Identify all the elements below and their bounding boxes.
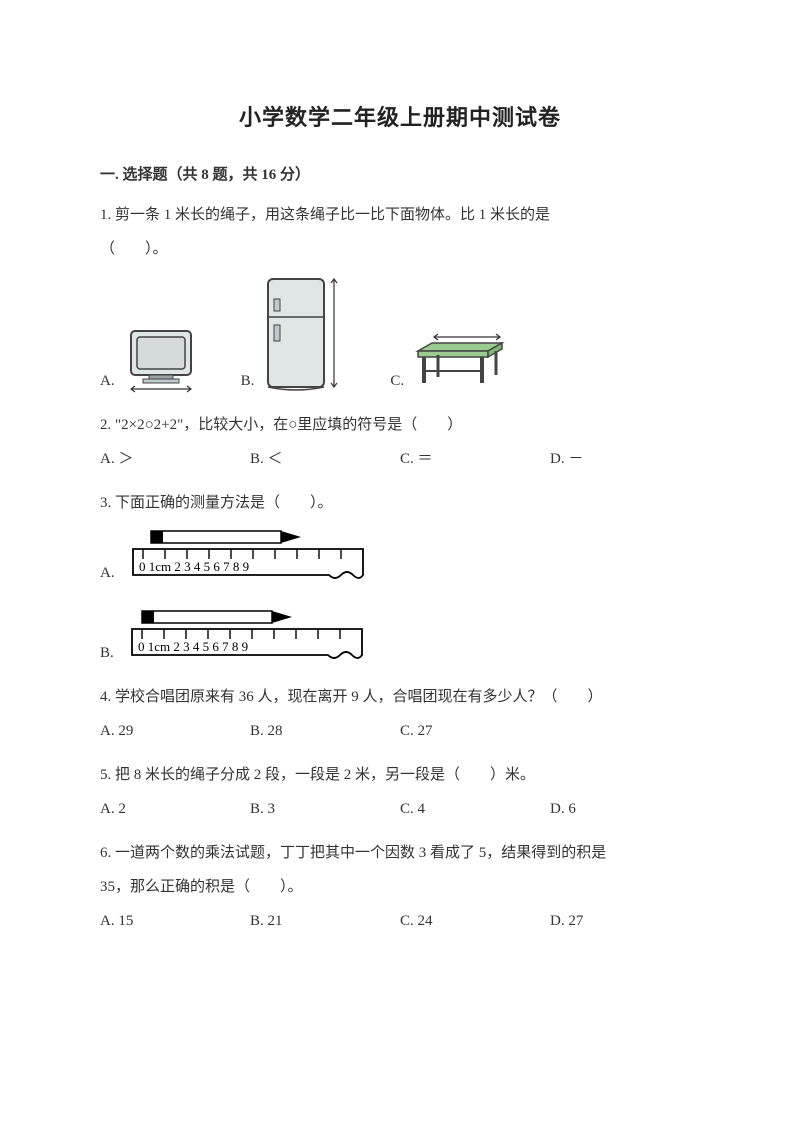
q6-optC: C. 24 xyxy=(400,909,550,933)
q6-text-line2: 35，那么正确的积是（ ）。 xyxy=(100,875,700,899)
q1-optC-label: C. xyxy=(390,369,404,393)
q1-option-c: C. xyxy=(390,323,510,393)
q5-optD: D. 6 xyxy=(550,797,700,821)
q6-optB: B. 21 xyxy=(250,909,400,933)
q5-optB: B. 3 xyxy=(250,797,400,821)
q2-optA: A. ＞ xyxy=(100,447,250,471)
q6-optA: A. 15 xyxy=(100,909,250,933)
question-6: 6. 一道两个数的乘法试题，丁丁把其中一个因数 3 看成了 5，结果得到的积是 … xyxy=(100,841,700,933)
page-title: 小学数学二年级上册期中测试卷 xyxy=(100,100,700,135)
question-1: 1. 剪一条 1 米长的绳子，用这条绳子比一比下面物体。比 1 米长的是 （ ）… xyxy=(100,203,700,393)
question-2: 2. "2×2○2+2"，比较大小，在○里应填的符号是（ ） A. ＞ B. ＜… xyxy=(100,413,700,471)
q1-option-b: B. xyxy=(241,273,351,393)
section-heading-1: 一. 选择题（共 8 题，共 16 分） xyxy=(100,163,700,187)
q4-optA: A. 29 xyxy=(100,719,250,743)
tv-icon xyxy=(121,323,201,393)
question-4: 4. 学校合唱团原来有 36 人，现在离开 9 人，合唱团现在有多少人？（ ） … xyxy=(100,685,700,743)
q1-optB-label: B. xyxy=(241,369,255,393)
q6-optD: D. 27 xyxy=(550,909,700,933)
q2-text: 2. "2×2○2+2"，比较大小，在○里应填的符号是（ ） xyxy=(100,413,700,437)
fridge-icon xyxy=(260,273,350,393)
q3-option-b: B. 0 1cm 2 3 4 5 6 7 8 9 xyxy=(100,605,700,665)
q5-text: 5. 把 8 米长的绳子分成 2 段，一段是 2 米，另一段是（ ）米。 xyxy=(100,763,700,787)
q1-text-line1: 1. 剪一条 1 米长的绳子，用这条绳子比一比下面物体。比 1 米长的是 xyxy=(100,203,700,227)
ruler-label: 0 1cm 2 3 4 5 6 7 8 9 xyxy=(139,559,249,574)
q2-optB: B. ＜ xyxy=(250,447,400,471)
q3-option-a: A. 0 1cm 2 3 4 5 6 7 8 9 xyxy=(100,525,700,585)
table-icon xyxy=(410,323,510,393)
q5-optA: A. 2 xyxy=(100,797,250,821)
q4-text: 4. 学校合唱团原来有 36 人，现在离开 9 人，合唱团现在有多少人？（ ） xyxy=(100,685,700,709)
q2-optD: D. － xyxy=(550,447,700,471)
ruler-b-icon: 0 1cm 2 3 4 5 6 7 8 9 xyxy=(130,605,370,665)
q1-optA-label: A. xyxy=(100,369,115,393)
q4-optC: C. 27 xyxy=(400,719,550,743)
question-3: 3. 下面正确的测量方法是（ ）。 A. 0 1cm xyxy=(100,491,700,665)
ruler-label: 0 1cm 2 3 4 5 6 7 8 9 xyxy=(138,639,248,654)
q6-text-line1: 6. 一道两个数的乘法试题，丁丁把其中一个因数 3 看成了 5，结果得到的积是 xyxy=(100,841,700,865)
q3-optA-label: A. xyxy=(100,561,115,585)
q2-optC: C. ＝ xyxy=(400,447,550,471)
q1-option-a: A. xyxy=(100,323,201,393)
question-5: 5. 把 8 米长的绳子分成 2 段，一段是 2 米，另一段是（ ）米。 A. … xyxy=(100,763,700,821)
q3-optB-label: B. xyxy=(100,641,114,665)
q1-text-line2: （ ）。 xyxy=(100,237,700,261)
q5-optC: C. 4 xyxy=(400,797,550,821)
ruler-a-icon: 0 1cm 2 3 4 5 6 7 8 9 xyxy=(131,525,371,585)
q3-text: 3. 下面正确的测量方法是（ ）。 xyxy=(100,491,700,515)
q4-optB: B. 28 xyxy=(250,719,400,743)
